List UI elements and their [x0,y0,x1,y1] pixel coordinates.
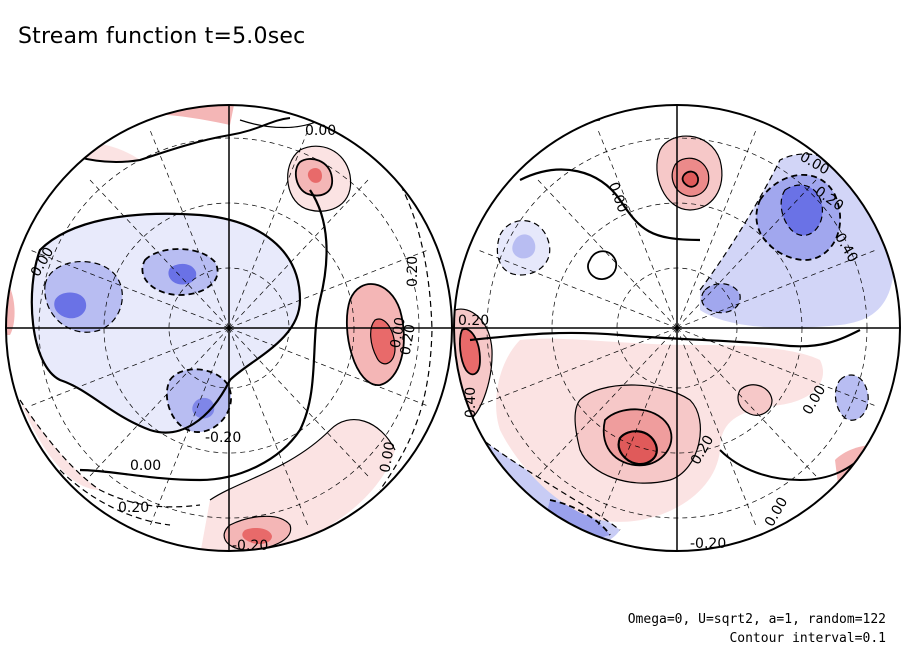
right-hemisphere-outline [453,104,901,552]
contour-label: 0.20 [118,500,149,516]
contour-label: 0.20 [398,323,419,356]
contour-label: 0.40 [463,387,479,418]
contour-label: 0.20 [458,313,489,329]
contour-label: 0.00 [377,440,398,473]
contour-label: -0.20 [232,538,268,554]
left-contour-labels: 0.00 0.00 0.00 0.20 0.20 -0.20 0.00 -0.2… [28,123,421,554]
plot-title: Stream function t=5.0sec [18,24,306,49]
contour-label: 0.00 [130,458,161,474]
contour-label: -0.20 [205,430,241,446]
contour-label: 0.20 [405,256,421,287]
right-hemisphere [454,105,900,551]
contour-interval-text: Contour interval=0.1 [729,631,886,646]
left-hemisphere [6,105,452,551]
contour-label: 0.00 [305,123,336,139]
parameters-text: Omega=0, U=sqrt2, a=1, random=122 [627,612,886,627]
contour-label: -0.20 [690,536,726,552]
left-hemisphere-outline [5,104,453,552]
contour-label: 0.00 [388,316,409,349]
